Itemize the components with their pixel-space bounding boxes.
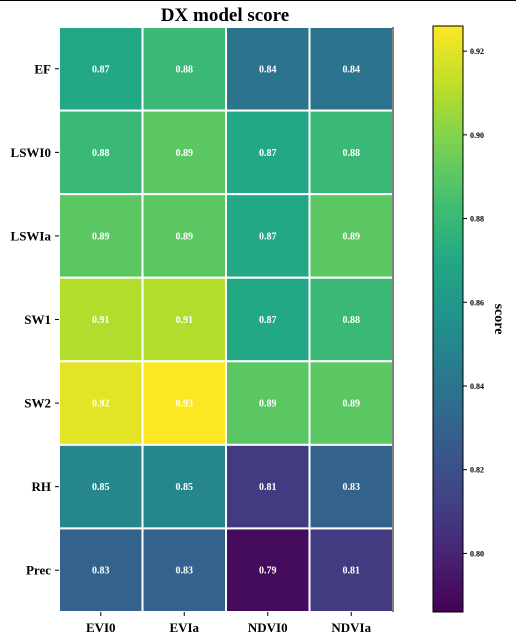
cell-value-label: 0.83 <box>343 482 361 493</box>
row-label: Prec <box>26 563 51 578</box>
heatmap-cell <box>141 276 227 363</box>
cell-value-label: 0.88 <box>92 148 110 159</box>
cell-value-label: 0.89 <box>176 148 194 159</box>
heatmap-cell <box>225 276 311 363</box>
cell-value-label: 0.87 <box>259 231 277 242</box>
heatmap-cell <box>141 193 227 279</box>
cell-value-label: 0.89 <box>92 231 110 242</box>
cell-value-label: 0.87 <box>259 148 277 159</box>
heatmap-cell <box>225 193 311 279</box>
heatmap-cells: 0.87 0.88 0.84 0.84 0.88 0.89 0.87 0.88 0.89 0.89… <box>58 26 394 614</box>
row-label: LSWI0 <box>11 145 51 160</box>
cell-value-label: 0.89 <box>343 399 361 410</box>
colorbar-tick-label: 0.88 <box>470 215 484 224</box>
row-label: RH <box>32 479 52 494</box>
cell-value-label: 0.84 <box>259 64 277 75</box>
cell-value-label: 0.81 <box>343 566 361 577</box>
cell-value-label: 0.83 <box>176 566 194 577</box>
cell-value-label: 0.88 <box>343 315 361 326</box>
row-label: LSWIa <box>11 228 52 243</box>
heatmap-cell <box>141 26 227 112</box>
row-label: EF <box>34 61 51 76</box>
colorbar-tick-label: 0.86 <box>470 298 484 307</box>
cell-value-label: 0.93 <box>176 399 194 410</box>
colorbar-ticks: 0.80 0.82 0.84 0.86 0.88 0.90 0.92 <box>463 47 484 558</box>
cell-value-label: 0.87 <box>259 315 277 326</box>
chart-title: DX model score <box>161 5 289 26</box>
row-label: SW2 <box>24 396 51 411</box>
colorbar-tick-label: 0.80 <box>470 549 484 558</box>
heatmap-cell <box>225 527 311 614</box>
column-label: NDVIa <box>331 620 371 635</box>
column-label: NDVI0 <box>248 620 288 635</box>
cell-value-label: 0.83 <box>92 566 110 577</box>
colorbar-tick-label: 0.84 <box>470 382 484 391</box>
cell-value-label: 0.87 <box>92 64 110 75</box>
colorbar-label: score <box>491 304 506 335</box>
cell-value-label: 0.84 <box>343 64 361 75</box>
cell-value-label: 0.88 <box>343 148 361 159</box>
cell-value-label: 0.91 <box>176 315 194 326</box>
heatmap-cell <box>308 527 394 614</box>
cell-value-label: 0.89 <box>259 399 277 410</box>
cell-value-label: 0.89 <box>343 231 361 242</box>
heatmap-cell <box>141 360 227 446</box>
row-label: SW1 <box>24 312 51 327</box>
cell-value-label: 0.89 <box>176 231 194 242</box>
heatmap-cell <box>141 527 227 614</box>
cell-value-label: 0.92 <box>92 399 110 410</box>
column-label: EVIa <box>169 620 199 635</box>
cell-value-label: 0.81 <box>259 482 277 493</box>
row-labels: EF LSWI0 LSWIa SW1 SW2 RH Prec <box>11 61 59 578</box>
colorbar-tick-label: 0.90 <box>470 131 484 140</box>
cell-value-label: 0.88 <box>176 64 194 75</box>
cell-value-label: 0.85 <box>176 482 194 493</box>
cell-value-label: 0.79 <box>259 566 277 577</box>
colorbar-tick-label: 0.92 <box>470 47 484 56</box>
colorbar-tick-label: 0.82 <box>470 466 484 475</box>
heatmap-cell <box>308 443 394 530</box>
cell-value-label: 0.85 <box>92 482 110 493</box>
column-label: EVI0 <box>86 620 116 635</box>
heatmap-cell <box>225 360 311 446</box>
column-labels: EVI0 EVIa NDVI0 NDVIa <box>86 612 372 635</box>
colorbar <box>432 25 464 613</box>
cell-value-label: 0.91 <box>92 315 110 326</box>
